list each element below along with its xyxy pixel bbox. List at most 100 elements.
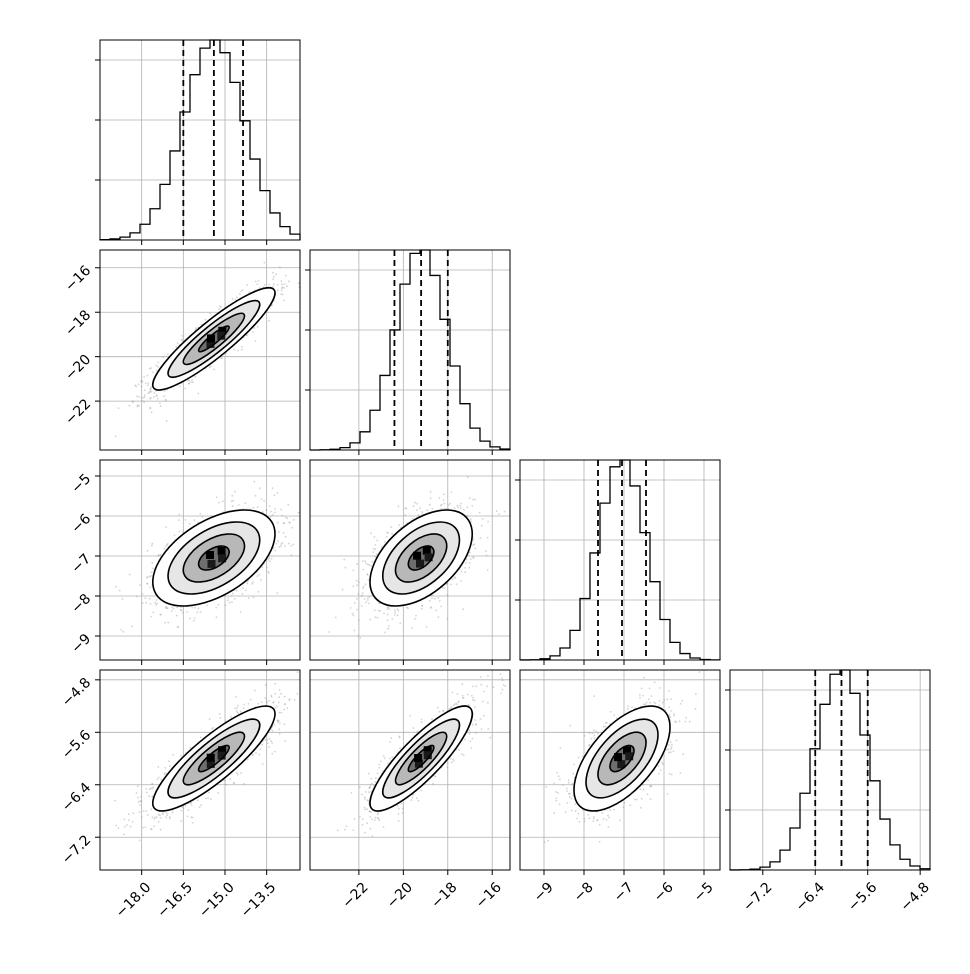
sample-point <box>164 622 166 624</box>
sample-point <box>122 598 124 600</box>
sample-point <box>257 506 259 508</box>
sample-point <box>457 507 459 509</box>
sample-point <box>487 537 489 539</box>
sample-point <box>438 616 440 618</box>
sample-point <box>132 812 134 814</box>
sample-point <box>248 597 250 599</box>
panel-content <box>90 254 313 437</box>
sample-point <box>188 380 190 382</box>
sample-point <box>284 740 286 742</box>
sample-point <box>482 518 484 520</box>
sample-point <box>288 522 290 524</box>
sample-point <box>141 816 143 818</box>
sample-point <box>456 505 458 507</box>
sample-point <box>263 500 265 502</box>
sample-point <box>443 499 445 501</box>
sample-point <box>171 610 173 612</box>
sample-point <box>361 595 363 597</box>
sample-point <box>376 540 378 542</box>
sample-point <box>218 604 220 606</box>
sample-point <box>446 618 448 620</box>
sample-point <box>268 557 270 559</box>
sample-point <box>247 759 249 761</box>
sample-point <box>358 581 360 583</box>
sample-point <box>273 276 275 278</box>
sample-point <box>217 792 219 794</box>
sample-point <box>467 476 469 478</box>
sample-point <box>159 554 161 556</box>
sample-point <box>149 368 151 370</box>
sample-point <box>291 545 293 547</box>
sample-point <box>281 284 283 286</box>
sample-point <box>272 730 274 732</box>
sample-point <box>269 560 271 562</box>
sample-point <box>166 607 168 609</box>
sample-point <box>463 509 465 511</box>
sample-point <box>197 612 199 614</box>
sample-point <box>486 555 488 557</box>
sample-point <box>165 399 167 401</box>
sample-point <box>254 327 256 329</box>
sample-point <box>411 627 413 629</box>
sample-point <box>264 284 266 286</box>
sample-point <box>397 614 399 616</box>
sample-point <box>270 740 272 742</box>
sample-point <box>377 617 379 619</box>
sample-point <box>280 545 282 547</box>
sample-point <box>246 284 248 286</box>
sample-point <box>283 709 285 711</box>
sample-point <box>143 376 145 378</box>
sample-point <box>388 625 390 627</box>
sample-point <box>178 514 180 516</box>
sample-point <box>253 481 255 483</box>
sample-point <box>240 772 242 774</box>
sample-point <box>164 390 166 392</box>
sample-point <box>227 599 229 601</box>
sample-point <box>255 495 257 497</box>
sample-point <box>366 573 368 575</box>
sample-point <box>277 540 279 542</box>
sample-point <box>369 619 371 621</box>
histogram-outline <box>100 40 300 240</box>
sample-point <box>124 826 126 828</box>
sample-point <box>464 571 466 573</box>
sample-point <box>432 508 434 510</box>
sample-point <box>472 556 474 558</box>
sample-point <box>277 522 279 524</box>
sample-point <box>115 435 117 437</box>
sample-point <box>183 807 185 809</box>
panel-3-2 <box>310 460 510 665</box>
histogram-outline <box>730 670 930 870</box>
sample-point <box>138 396 140 398</box>
sample-point <box>165 526 167 528</box>
sample-point <box>271 742 273 744</box>
sample-point <box>182 612 184 614</box>
panel-content <box>328 476 506 638</box>
sample-point <box>394 614 396 616</box>
sample-point <box>147 384 149 386</box>
sample-point <box>406 508 408 510</box>
sample-point <box>288 543 290 545</box>
sample-point <box>270 516 272 518</box>
sample-point <box>443 494 445 496</box>
sample-point <box>285 275 287 277</box>
sample-point <box>311 260 313 262</box>
sample-point <box>487 521 489 523</box>
sample-point <box>166 812 168 814</box>
sample-point <box>231 601 233 603</box>
sample-point <box>448 504 450 506</box>
sample-point <box>135 386 137 388</box>
sample-point <box>292 544 294 546</box>
sample-point <box>160 829 162 831</box>
sample-point <box>384 632 386 634</box>
sample-point <box>147 550 149 552</box>
sample-point <box>152 568 154 570</box>
sample-point <box>145 602 147 604</box>
sample-point <box>479 512 481 514</box>
sample-point <box>258 280 260 282</box>
sample-point <box>466 515 468 517</box>
sample-point <box>278 696 280 698</box>
sample-point <box>242 289 244 291</box>
sample-point <box>274 508 276 510</box>
sample-point <box>387 614 389 616</box>
